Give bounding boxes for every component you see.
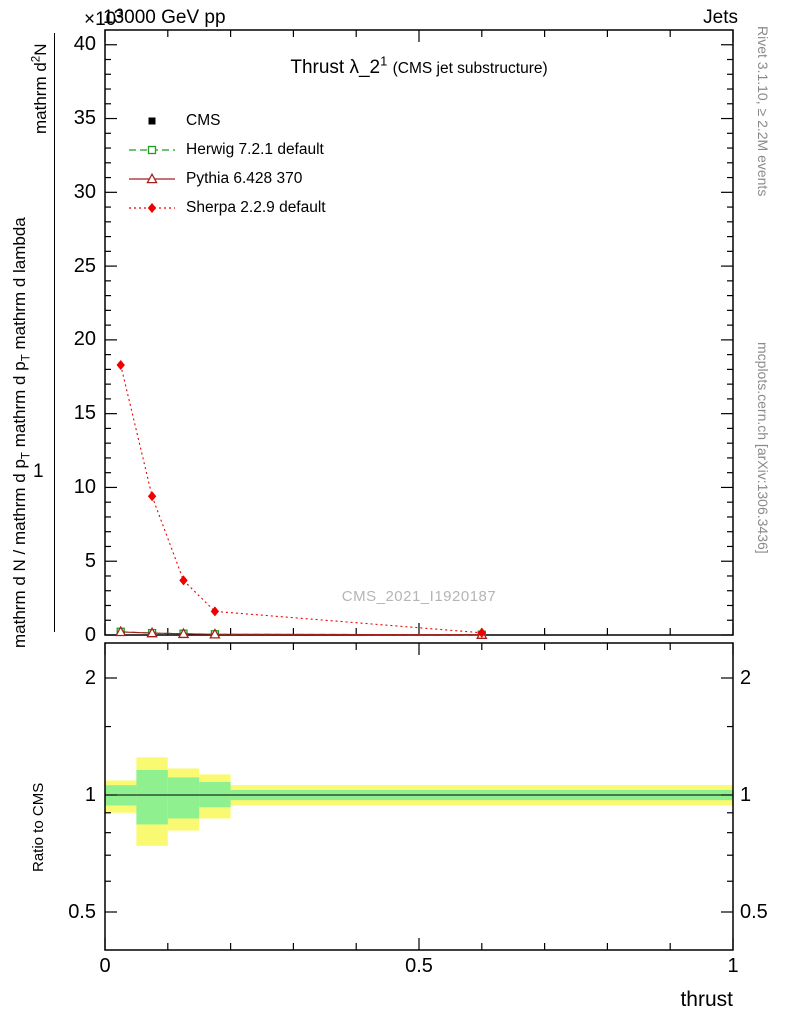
- marker-filled-square: [148, 117, 156, 124]
- analysis-id-watermark: CMS_2021_I1920187: [341, 588, 497, 605]
- legend-item-3: Sherpa 2.2.9 default: [128, 193, 326, 222]
- marker-open-triangle: [177, 627, 190, 639]
- legend-item-0: CMS: [128, 106, 326, 135]
- scale-exponent: 3: [116, 5, 124, 21]
- legend-marker-icon: [129, 145, 175, 154]
- main-y-tick-label: 25: [73, 254, 96, 277]
- legend-item-2: Pythia 6.428 370: [128, 164, 326, 193]
- ratio-uncertainty-band-green: [167, 777, 200, 819]
- mcplots-arxiv-note: mcplots.cern.ch [arXiv:1306.3436]: [755, 342, 771, 554]
- legend-label: CMS: [186, 111, 221, 129]
- ratio-y-tick-label-left: 2: [84, 666, 96, 689]
- legend-marker-icon: [129, 202, 175, 213]
- ratio-y-tick-label-right: 2: [740, 666, 752, 689]
- y-axis-fraction-bar: [54, 33, 55, 632]
- plot-title: Thrust λ_21 (CMS jet substructure): [105, 53, 733, 79]
- ratio-y-tick-label-left: 1: [84, 783, 96, 806]
- ratio-uncertainty-band-green: [136, 769, 168, 825]
- main-y-tick-label: 35: [73, 107, 96, 130]
- main-y-axis-label-one: 1: [33, 461, 44, 482]
- marker-open-triangle: [146, 626, 158, 638]
- legend-item-1: Herwig 7.2.1 default: [128, 135, 326, 164]
- ratio-y-tick-label-right: 1: [740, 783, 752, 806]
- marker-filled-diamond: [116, 359, 125, 370]
- marker-filled-diamond: [477, 627, 486, 638]
- x-tick-label: 0.5: [405, 955, 433, 977]
- main-y-tick-label: 5: [84, 549, 96, 572]
- main-y-tick-label: 15: [73, 402, 96, 425]
- marker-open-square: [147, 145, 157, 154]
- marker-filled-diamond: [147, 202, 157, 213]
- ratio-y-tick-label-left: 0.5: [68, 900, 96, 923]
- header-analysis-group: Jets: [703, 7, 738, 28]
- ylabel-num-sup: 2: [30, 55, 43, 63]
- plot-title-subtitle: (CMS jet substructure): [392, 60, 548, 77]
- marker-open-triangle: [146, 172, 158, 183]
- marker-filled-diamond: [147, 491, 157, 502]
- plot-title-superscript: 1: [380, 53, 388, 69]
- ylabel-den-b-sub: T: [20, 354, 33, 362]
- main-y-tick-label: 40: [73, 33, 96, 56]
- x-axis-label: thrust: [680, 988, 733, 1011]
- main-y-tick-label: 20: [73, 328, 96, 351]
- ylabel-den-a-sub: T: [20, 452, 33, 460]
- y-axis-scale-label: ×103: [84, 5, 124, 31]
- legend-label: Pythia 6.428 370: [186, 169, 303, 187]
- plot-title-main: Thrust λ_2: [290, 57, 381, 78]
- rivet-version-note: Rivet 3.1.10, ≥ 2.2M events: [755, 26, 771, 197]
- main-y-axis-label-denominator: mathrm d N / mathrm d pT mathrm d pT mat…: [10, 217, 33, 648]
- marker-filled-diamond: [210, 606, 220, 617]
- legend-label: Herwig 7.2.1 default: [186, 140, 324, 158]
- main-y-tick-label: 10: [73, 475, 96, 498]
- x-tick-label: 1: [727, 955, 739, 977]
- series-line: [120, 364, 482, 634]
- marker-open-triangle: [115, 625, 127, 637]
- main-y-tick-label: 0: [84, 623, 96, 646]
- marker-open-triangle: [209, 628, 221, 639]
- header-beam-energy: 13000 GeV pp: [103, 7, 226, 28]
- scale-mantissa: ×10: [84, 9, 117, 30]
- legend: CMS Herwig 7.2.1 default Pythia 6.428 370 S…: [128, 106, 326, 222]
- ratio-y-tick-label-right: 0.5: [740, 900, 768, 923]
- legend-label: Sherpa 2.2.9 default: [186, 198, 326, 216]
- x-tick-label: 0: [99, 955, 111, 977]
- marker-filled-diamond: [179, 575, 188, 586]
- legend-marker-icon: [148, 117, 156, 124]
- main-y-tick-label: 30: [73, 180, 96, 203]
- legend-marker-icon: [129, 172, 175, 183]
